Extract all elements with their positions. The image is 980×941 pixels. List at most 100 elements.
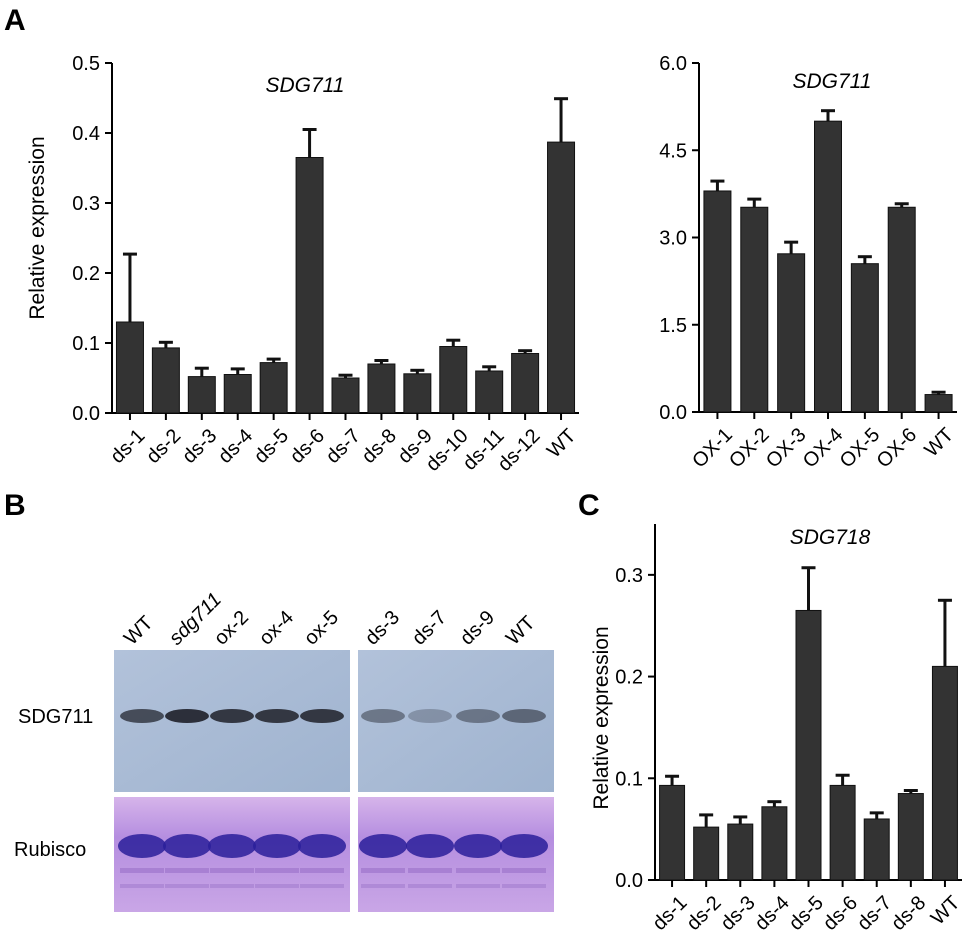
- gel-minor-band: [502, 868, 546, 873]
- gel-minor-band: [300, 868, 344, 873]
- y-tick-label: 0.1: [615, 768, 643, 790]
- chart-a-right-title: SDG711: [793, 70, 872, 93]
- rubisco-band: [118, 834, 166, 858]
- gel-minor-band: [165, 884, 209, 888]
- bar: [693, 826, 720, 881]
- gel-minor-band: [408, 868, 452, 873]
- bar: [761, 806, 788, 881]
- bar: [659, 784, 686, 881]
- x-tick-label: ds-2: [683, 892, 726, 935]
- gel-minor-band: [165, 868, 209, 873]
- gel-minor-band: [361, 868, 405, 873]
- x-tick-label: WT: [920, 424, 958, 462]
- x-tick-label: ds-7: [853, 892, 896, 935]
- sdg711-band: [210, 709, 254, 723]
- bar: [829, 784, 856, 881]
- gel-minor-band: [361, 884, 405, 888]
- x-tick-label: OX-5: [836, 424, 885, 473]
- bar: [740, 206, 769, 413]
- gel-minor-band: [120, 868, 164, 873]
- x-tick-label: ds-6: [286, 425, 329, 468]
- bar: [367, 363, 396, 414]
- rubisco-band: [298, 834, 346, 858]
- rubisco-band: [253, 834, 301, 858]
- bar: [897, 793, 924, 881]
- bar: [115, 321, 144, 414]
- sdg711-band: [361, 709, 405, 723]
- bar: [777, 253, 806, 413]
- rubisco-band: [500, 834, 548, 858]
- bar: [850, 263, 879, 413]
- y-tick-label: 3.0: [659, 228, 687, 250]
- x-tick-label: WT: [927, 892, 965, 930]
- chart-a-right: SDG711 0.01.53.04.56.0OX-1OX-2OX-3OX-4OX…: [659, 53, 958, 472]
- y-tick-label: 0.2: [615, 667, 643, 689]
- x-tick-label: ds-1: [106, 425, 149, 468]
- x-tick-label: OX-3: [762, 424, 811, 473]
- x-tick-label: ds-4: [751, 892, 794, 935]
- lane-label: ds-3: [361, 606, 404, 649]
- panel-label-c: C: [578, 489, 600, 522]
- chart-a-left-title: SDG711: [266, 74, 345, 97]
- blot-bands: [118, 709, 548, 888]
- bar: [223, 374, 252, 414]
- sdg711-band: [255, 709, 299, 723]
- bar: [703, 190, 732, 413]
- bar: [331, 377, 360, 414]
- x-tick-label: ds-5: [250, 425, 293, 468]
- lane-label: ox-5: [300, 606, 343, 649]
- gel-minor-band: [456, 884, 500, 888]
- bar: [924, 394, 953, 413]
- sdg711-band: [408, 709, 452, 723]
- bar: [547, 141, 576, 414]
- rubisco-band: [359, 834, 407, 858]
- chart-c: SDG718 Relative expression 0.0 0.1 0.2 0.3 d…: [590, 524, 964, 935]
- bar: [795, 609, 822, 881]
- y-tick-label: 0.0: [659, 402, 687, 424]
- x-tick-label: OX-1: [688, 424, 737, 473]
- lane-label: ds-7: [408, 606, 451, 649]
- bar: [151, 347, 180, 414]
- gel-minor-band: [120, 884, 164, 888]
- bar: [511, 353, 540, 414]
- x-tick-label: ds-6: [819, 892, 862, 935]
- x-tick-label: ds-5: [785, 892, 828, 935]
- bar: [475, 370, 504, 414]
- gel-minor-band: [502, 884, 546, 888]
- rubisco-band: [406, 834, 454, 858]
- y-tick-label: 0.0: [72, 403, 100, 425]
- y-tick-label: 1.5: [659, 315, 687, 337]
- lane-label: WT: [502, 612, 540, 650]
- chart-a-left-ylabel: Relative expression: [26, 136, 49, 319]
- bar: [887, 206, 916, 413]
- lane-label: ds-9: [456, 606, 499, 649]
- y-tick-label: 6.0: [659, 53, 687, 75]
- x-tick-label: ds-2: [142, 425, 185, 468]
- x-tick-label: ds-4: [214, 425, 257, 468]
- rubisco-band: [454, 834, 502, 858]
- bar: [403, 373, 432, 414]
- gel-minor-band: [408, 884, 452, 888]
- panel-label-a: A: [4, 4, 26, 37]
- y-tick-label: 0.3: [615, 565, 643, 587]
- x-tick-label: WT: [543, 425, 581, 463]
- x-tick-label: ds-3: [178, 425, 221, 468]
- x-tick-label: ds-3: [717, 892, 760, 935]
- y-tick-label: 0.5: [72, 53, 100, 75]
- chart-c-ylabel: Relative expression: [590, 626, 613, 809]
- x-tick-label: ds-10: [422, 425, 473, 476]
- x-tick-label: ds-12: [494, 425, 545, 476]
- blot-row-label-sdg711: SDG711: [18, 706, 93, 728]
- y-tick-label: 0.4: [72, 123, 100, 145]
- sdg711-band: [120, 709, 164, 723]
- x-tick-label: OX-2: [725, 424, 774, 473]
- chart-a-left: SDG711 Relative expression 0.0 0.1 0.2 0.3 0…: [26, 53, 580, 476]
- y-tick-label: 0.2: [72, 263, 100, 285]
- lane-label: ox-4: [255, 606, 298, 649]
- x-tick-label: ds-8: [358, 425, 401, 468]
- y-tick-label: 0.0: [615, 870, 643, 892]
- gel-minor-band: [210, 868, 254, 873]
